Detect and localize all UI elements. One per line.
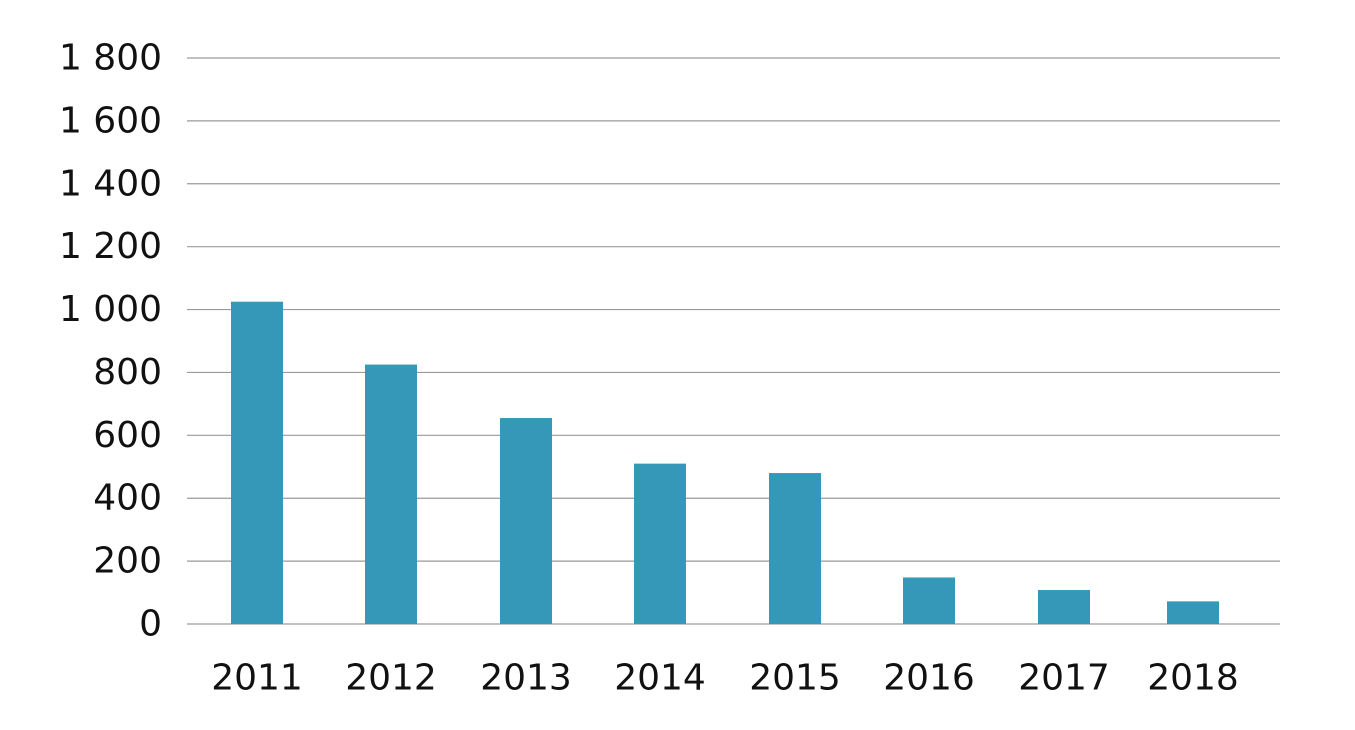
y-tick-label: 800	[93, 352, 162, 393]
y-tick-label: 1 400	[59, 163, 162, 204]
x-tick-label-2012: 2012	[345, 658, 437, 699]
bar-2016	[903, 577, 955, 624]
bar-2017	[1038, 590, 1090, 624]
x-tick-label-2011: 2011	[211, 658, 303, 699]
x-tick-label-2013: 2013	[480, 658, 572, 699]
bar-2015	[769, 473, 821, 624]
y-tick-label: 1 800	[59, 38, 162, 79]
y-tick-label: 1 600	[59, 100, 162, 141]
y-axis-tick-labels: 0 200 400 600 800 1 000 1 200 1 400 1 600 1 800	[59, 38, 162, 645]
x-tick-label-2016: 2016	[883, 658, 975, 699]
x-tick-label-2018: 2018	[1147, 658, 1239, 699]
bar-2014	[634, 463, 686, 624]
x-tick-label-2015: 2015	[749, 658, 841, 699]
y-tick-label: 1 200	[59, 226, 162, 267]
bar-2018	[1167, 601, 1219, 624]
x-tick-label-2014: 2014	[614, 658, 706, 699]
y-tick-label: 600	[93, 415, 162, 456]
y-tick-label: 1 000	[59, 289, 162, 330]
y-tick-label: 0	[139, 604, 162, 645]
x-axis-tick-labels: 2011 2012 2013 2014 2015 2016 2017 2018	[211, 658, 1239, 699]
bar-2011	[231, 301, 283, 624]
bar-2013	[500, 418, 552, 624]
y-tick-label: 200	[93, 541, 162, 582]
bar-2012	[365, 364, 417, 624]
y-tick-label: 400	[93, 478, 162, 519]
bars	[231, 301, 1219, 624]
gridlines	[187, 57, 1280, 625]
x-tick-label-2017: 2017	[1018, 658, 1110, 699]
